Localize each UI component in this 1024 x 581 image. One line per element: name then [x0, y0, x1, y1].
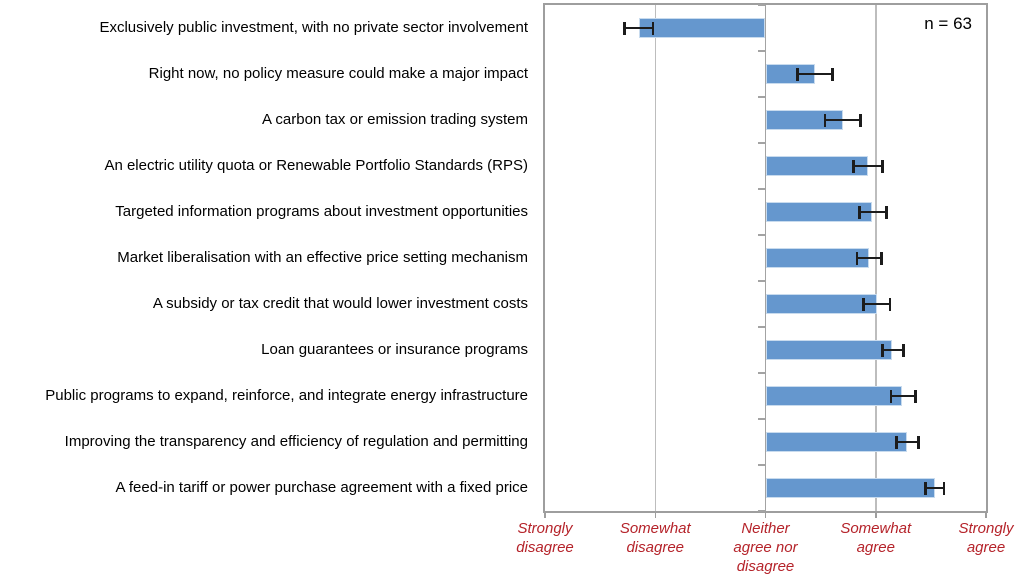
- category-boundary-tick: [758, 50, 765, 52]
- category-boundary-tick: [758, 418, 765, 420]
- error-bar-cap-low: [889, 389, 893, 403]
- bar: [765, 294, 877, 314]
- error-bar-cap-high: [881, 159, 884, 173]
- category-boundary-tick: [758, 280, 765, 282]
- x-axis-tick-label-line: agree: [856, 539, 895, 556]
- x-axis-tick: [875, 513, 877, 518]
- error-bar-cap-low: [881, 343, 884, 357]
- category-boundary-tick: [758, 326, 765, 328]
- error-bar-cap-high: [859, 113, 862, 127]
- category-label: A subsidy or tax credit that would lower…: [152, 295, 528, 312]
- error-bar: [891, 394, 916, 398]
- category-boundary-tick: [758, 464, 765, 466]
- error-bar-cap-low: [855, 251, 859, 265]
- error-bar: [797, 72, 833, 76]
- x-axis-tick-label-line: Strongly: [517, 520, 573, 537]
- plot-area: n = 63: [543, 3, 988, 518]
- x-axis-tick-label-line: disagree: [626, 539, 685, 556]
- x-axis-tick-label: Somewhat agree: [811, 519, 941, 557]
- error-bar-cap-low: [796, 67, 799, 81]
- category-boundary-tick: [758, 142, 765, 144]
- error-bar: [857, 256, 882, 260]
- bar: [765, 478, 936, 498]
- category-label: Improving the transparency and efficienc…: [64, 433, 528, 450]
- category-boundary-tick: [758, 188, 765, 190]
- error-bar-cap-high: [831, 67, 835, 81]
- error-bar: [825, 118, 861, 122]
- x-axis-tick-label: Somewhat disagree: [590, 519, 720, 557]
- category-label: Market liberalisation with an effective …: [117, 249, 528, 266]
- x-axis-tick-label-line: Strongly: [958, 520, 1014, 537]
- category-label: Targeted information programs about inve…: [115, 203, 528, 220]
- x-axis-tick-label-line: Somewhat: [840, 520, 912, 537]
- error-bar-cap-high: [942, 481, 946, 495]
- category-label: Right now, no policy measure could make …: [148, 65, 528, 82]
- category-boundary-tick: [758, 234, 765, 236]
- error-bar-cap-low: [852, 159, 855, 173]
- sample-size-label: n = 63: [924, 14, 972, 33]
- error-bar: [896, 440, 919, 444]
- plot-canvas: [544, 4, 987, 518]
- x-axis-tick-label-line: Neither: [741, 520, 790, 537]
- error-bar-cap-low: [823, 113, 827, 127]
- error-bar: [882, 348, 904, 352]
- bar: [765, 386, 903, 406]
- error-bar-cap-high: [879, 251, 883, 265]
- category-label: Exclusively public investment, with no p…: [99, 19, 528, 36]
- category-axis: Exclusively public investment, with no p…: [0, 3, 528, 513]
- error-bar-cap-low: [924, 481, 927, 495]
- category-boundary-tick: [758, 510, 765, 512]
- bar: [765, 432, 907, 452]
- error-bar-cap-high: [888, 297, 892, 311]
- error-bar-cap-low: [895, 435, 898, 449]
- error-bar: [925, 486, 945, 490]
- category-boundary-tick: [758, 372, 765, 374]
- category-boundary-tick: [758, 96, 765, 98]
- error-bar-cap-high: [914, 389, 917, 403]
- error-bar-cap-low: [862, 297, 865, 311]
- x-axis-tick: [985, 513, 987, 518]
- x-axis-tick-label-line: Somewhat: [619, 520, 691, 537]
- bar: [765, 248, 870, 268]
- category-label: Public programs to expand, reinforce, an…: [45, 387, 528, 404]
- x-axis-tick-labels: Strongly disagree Somewhat disagree Neither a…: [0, 519, 1024, 581]
- x-axis-tick-label-line: disagree: [516, 539, 574, 556]
- category-label: An electric utility quota or Renewable P…: [104, 157, 528, 174]
- bar: [765, 202, 873, 222]
- x-axis-tick: [654, 513, 656, 518]
- x-axis-tick-label: Neither agree nor disagree: [701, 519, 831, 576]
- gridline: [654, 5, 656, 511]
- x-axis-tick: [544, 513, 546, 518]
- error-bar-cap-high: [902, 343, 905, 357]
- x-axis-tick-label: Strongly agree: [921, 519, 1024, 557]
- bar: [638, 18, 766, 38]
- error-bar: [624, 26, 654, 30]
- x-axis-tick-label-line: agree nor: [733, 539, 798, 556]
- error-bar-cap-high: [651, 21, 655, 35]
- bar: [765, 340, 893, 360]
- x-axis-tick-label-line: agree: [966, 539, 1006, 556]
- category-label: A carbon tax or emission trading system: [262, 111, 528, 128]
- error-bar: [859, 210, 887, 214]
- x-axis-tick: [764, 513, 767, 518]
- category-label: A feed-in tariff or power purchase agree…: [115, 479, 528, 496]
- error-bar: [853, 164, 883, 168]
- category-boundary-tick: [758, 4, 765, 6]
- x-axis-tick-label: Strongly disagree: [480, 519, 610, 557]
- error-bar-cap-high: [917, 435, 921, 449]
- x-axis-tick-label-line: disagree: [736, 558, 795, 575]
- error-bar-cap-high: [885, 205, 889, 219]
- error-bar-cap-low: [857, 205, 861, 219]
- error-bar-cap-low: [623, 21, 626, 35]
- category-label: Loan guarantees or insurance programs: [261, 341, 528, 358]
- error-bar: [863, 302, 891, 306]
